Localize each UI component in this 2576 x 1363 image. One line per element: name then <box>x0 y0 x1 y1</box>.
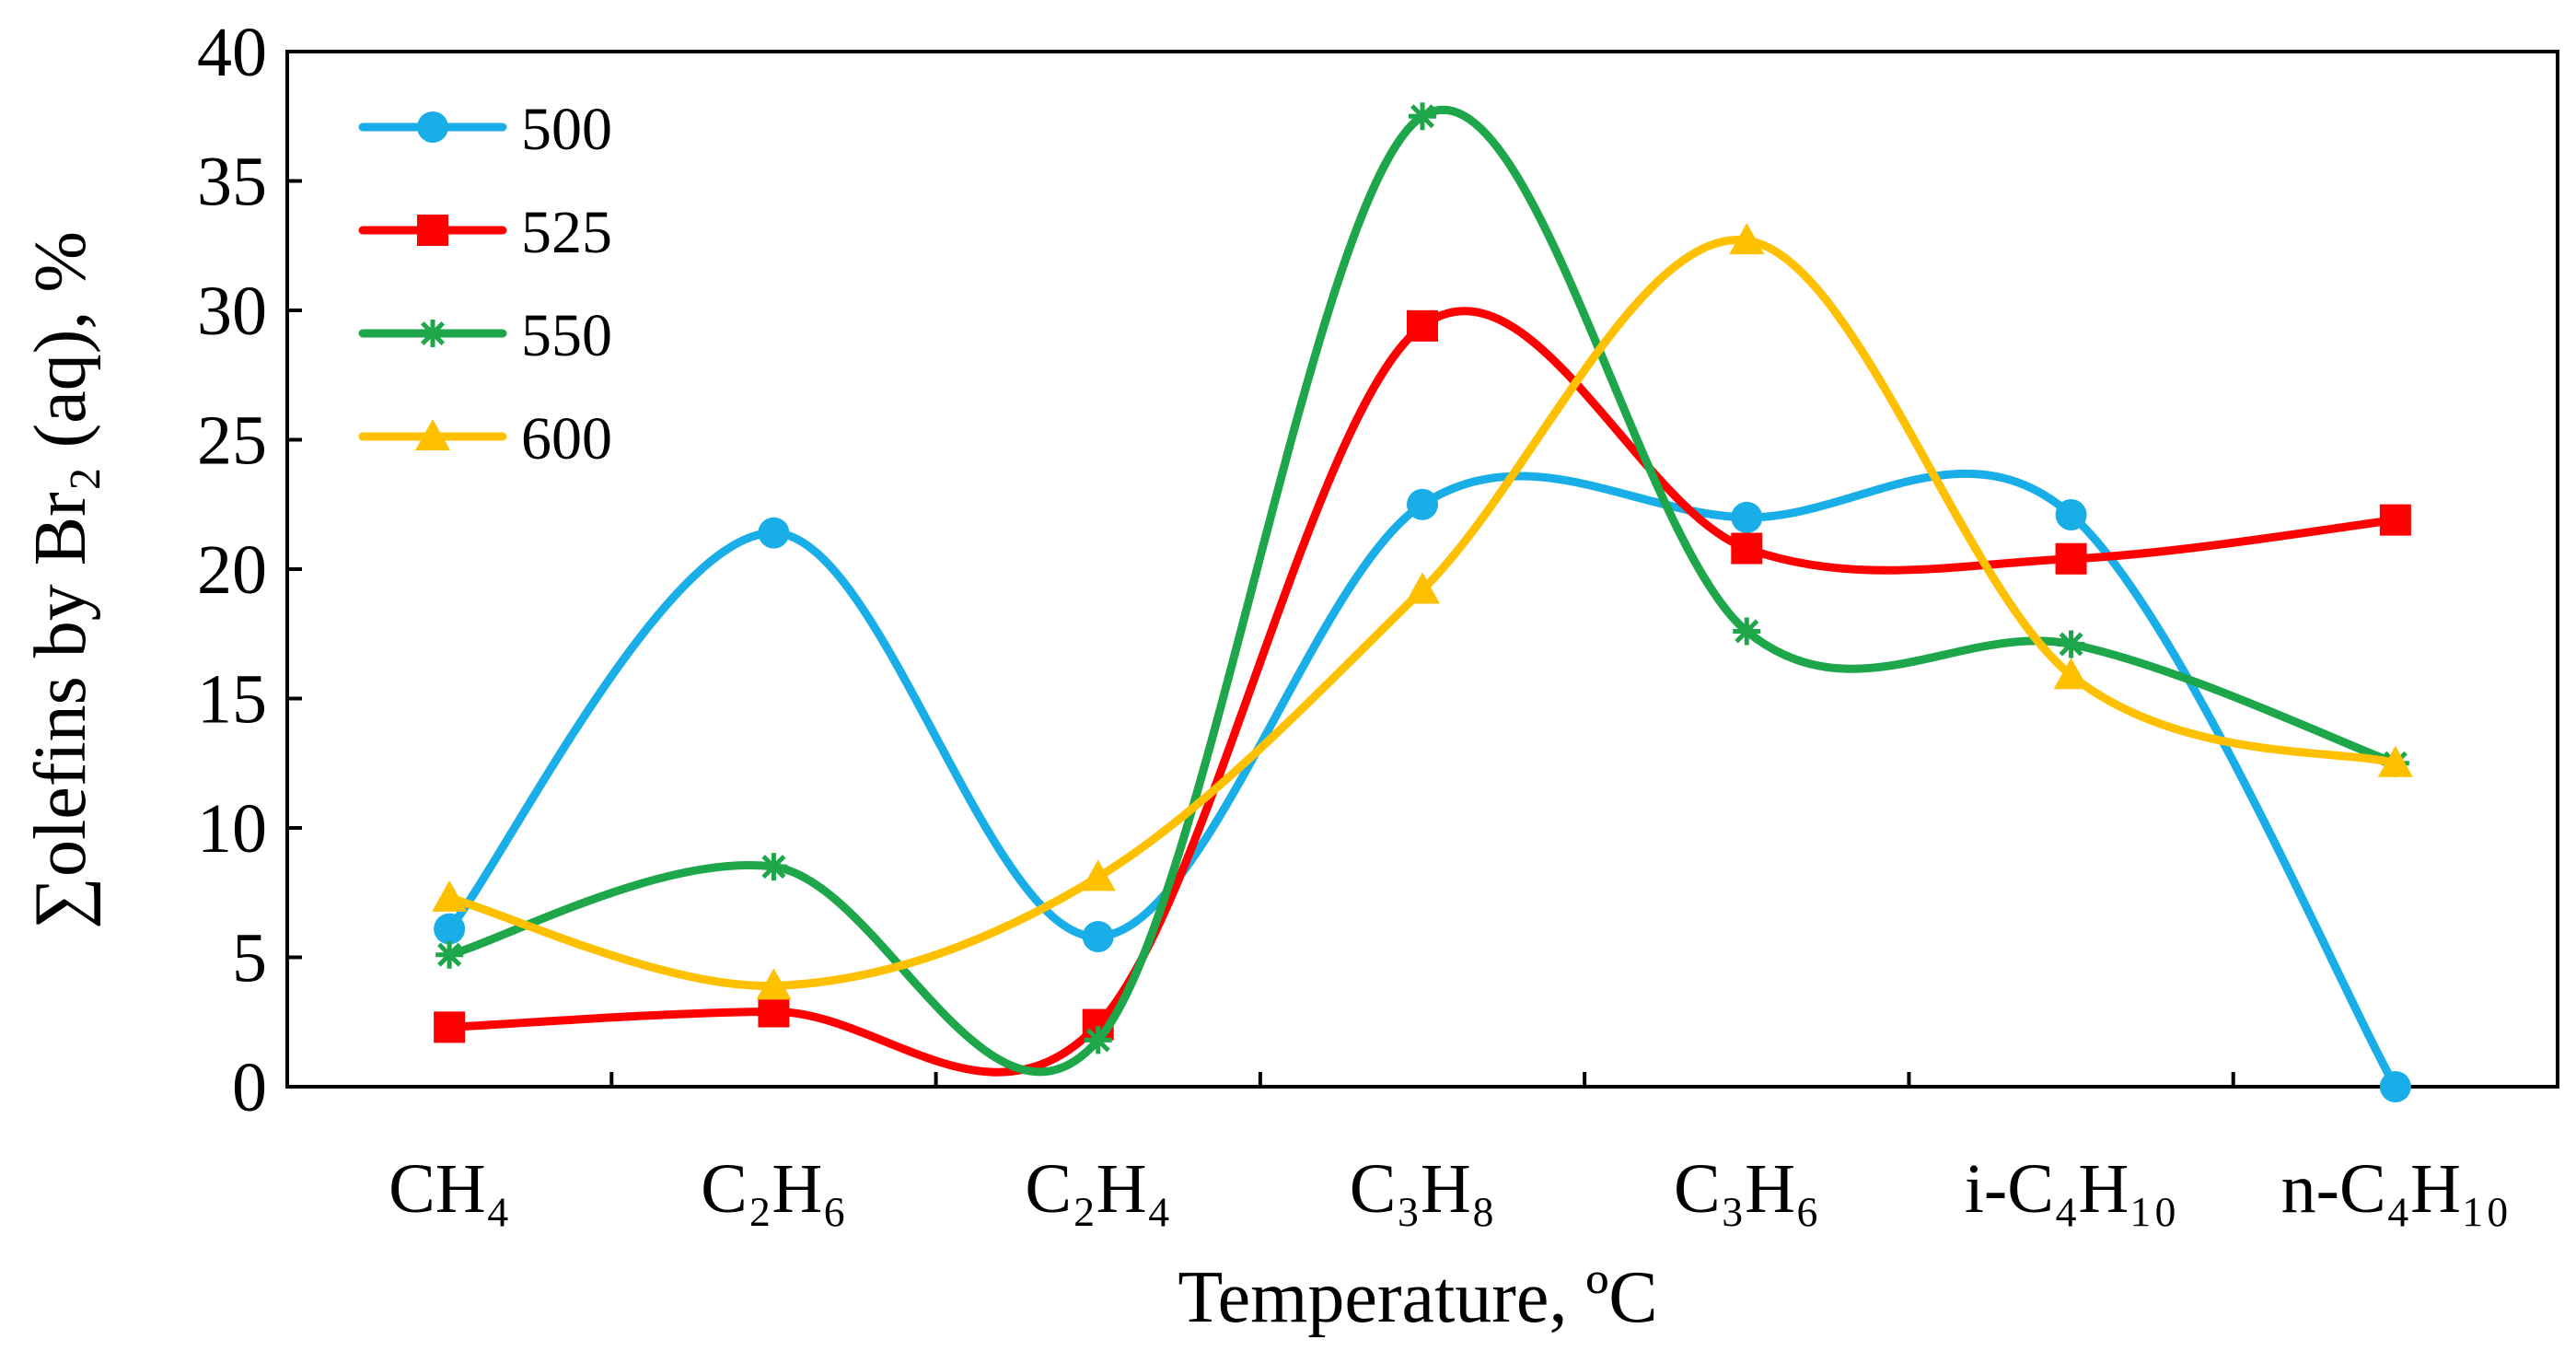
y-tick-label: 25 <box>197 402 267 480</box>
data-point-525 <box>2055 542 2087 575</box>
series-line-500 <box>445 469 2400 1091</box>
series-500 <box>434 469 2411 1102</box>
data-point-600 <box>1729 223 1765 255</box>
y-tick-label: 30 <box>197 273 267 350</box>
y-tick-label: 15 <box>197 661 267 739</box>
data-point-600 <box>432 880 468 912</box>
x-category-label: CH₄ <box>389 1150 510 1228</box>
legend: 500 525 550 600 <box>358 96 612 472</box>
legend-label-550: 550 <box>521 302 612 369</box>
x-category-label: i-C₄H₁₀ <box>1965 1150 2178 1228</box>
legend-item-600: 600 <box>358 405 612 472</box>
legend-item-500: 500 <box>358 96 612 163</box>
data-point-550 <box>1084 1026 1112 1054</box>
legend-label-500: 500 <box>521 96 612 163</box>
x-axis: CH₄ C₂H₆ C₂H₄ C₃H₈ C₃H₆ i-C₄H₁₀ n-C₄H₁₀ <box>389 1072 2510 1228</box>
y-tick-label: 35 <box>197 144 267 221</box>
x-category-label: n-C₄H₁₀ <box>2281 1150 2510 1228</box>
data-point-500 <box>434 913 466 945</box>
data-point-500 <box>1082 921 1114 953</box>
plot-area <box>285 50 2559 1089</box>
series-550 <box>435 102 2409 1077</box>
data-point-525 <box>434 1011 466 1043</box>
y-tick-label: 20 <box>197 531 267 609</box>
legend-marker-500 <box>417 111 448 143</box>
legend-label-525: 525 <box>521 199 612 266</box>
data-point-500 <box>1407 488 1438 520</box>
series-line-550 <box>445 105 2400 1077</box>
x-axis-title: Temperature, ºC <box>1178 1257 1657 1338</box>
series-600 <box>432 223 2413 1000</box>
data-point-600 <box>1405 572 1440 604</box>
legend-marker-550 <box>419 320 447 347</box>
legend-item-550: 550 <box>358 302 612 369</box>
y-tick-label: 10 <box>197 790 267 868</box>
data-point-525 <box>1407 309 1438 342</box>
data-point-550 <box>2057 630 2085 658</box>
plot-frame <box>285 50 2559 1089</box>
data-point-500 <box>758 517 790 549</box>
data-point-500 <box>1731 501 1763 533</box>
data-point-525 <box>758 996 790 1028</box>
y-tick-label: 0 <box>232 1049 267 1126</box>
x-category-label: C₃H₆ <box>1674 1150 1820 1228</box>
y-tick-label: 40 <box>197 14 267 91</box>
data-point-550 <box>760 853 788 881</box>
data-point-550 <box>1409 102 1436 131</box>
legend-marker-600 <box>415 419 450 450</box>
y-tick-label: 5 <box>232 920 267 997</box>
data-point-600 <box>756 968 792 1000</box>
data-point-550 <box>1733 617 1761 646</box>
y-axis-title: ∑olefins by Br₂ (aq), % <box>20 231 101 929</box>
x-category-label: C₃H₈ <box>1350 1150 1496 1228</box>
data-point-525 <box>1731 532 1763 565</box>
x-category-label: C₂H₄ <box>1025 1150 1171 1228</box>
series-layer <box>432 102 2413 1102</box>
legend-label-600: 600 <box>521 405 612 472</box>
data-point-550 <box>435 940 464 969</box>
data-point-500 <box>2379 1071 2411 1102</box>
series-525 <box>434 307 2411 1077</box>
legend-item-525: 525 <box>358 199 612 266</box>
data-point-600 <box>1080 859 1116 891</box>
data-point-500 <box>2055 498 2087 530</box>
series-line-525 <box>445 307 2400 1077</box>
data-point-525 <box>2379 504 2411 536</box>
x-category-label: C₂H₆ <box>701 1150 847 1228</box>
legend-marker-525 <box>417 215 448 246</box>
data-point-600 <box>2053 658 2089 690</box>
y-axis: 0 5 10 15 20 25 30 35 40 <box>197 14 302 1126</box>
data-point-600 <box>2377 745 2413 777</box>
series-line-600 <box>445 236 2400 990</box>
